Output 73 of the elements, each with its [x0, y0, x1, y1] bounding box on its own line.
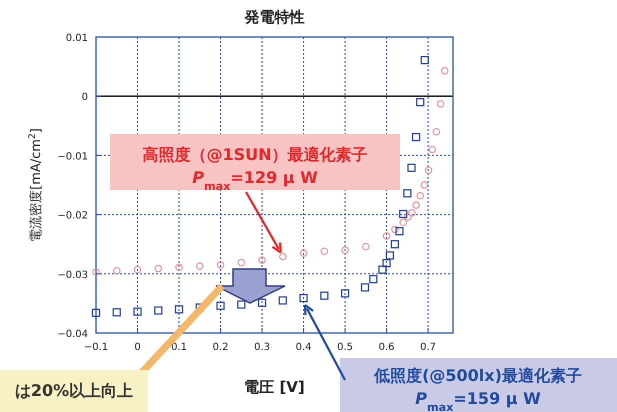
point: [258, 256, 266, 264]
x-tick-label: 0.3: [254, 342, 270, 353]
point: [432, 128, 440, 136]
point: [408, 209, 416, 217]
point: [113, 267, 120, 275]
point: [92, 268, 100, 276]
x-tick-label: 0.6: [378, 342, 395, 353]
point: [133, 308, 142, 316]
point: [320, 292, 328, 300]
point: [320, 248, 328, 256]
point: [403, 189, 412, 198]
point: [237, 300, 246, 309]
x-tick-label: 0: [134, 342, 141, 353]
point: [134, 266, 142, 274]
x-tick-label: 0.5: [337, 342, 354, 353]
point: [428, 146, 436, 154]
y-tick-label: −0.02: [57, 210, 88, 222]
point: [404, 213, 412, 221]
point: [436, 100, 444, 108]
point: [412, 201, 420, 209]
point: [258, 298, 266, 307]
point: [174, 305, 184, 314]
y-tick-label: 0.01: [66, 33, 88, 44]
point: [420, 56, 429, 64]
point: [238, 258, 245, 266]
point: [278, 296, 287, 305]
point: [382, 232, 390, 240]
point: [154, 264, 162, 272]
x-tick-label: −0.1: [84, 342, 108, 353]
point: [395, 227, 404, 236]
chart-title: 発電特性: [244, 8, 304, 26]
x-tick-label: 0.1: [171, 342, 187, 353]
point: [391, 226, 399, 234]
point: [175, 264, 183, 271]
point: [216, 261, 224, 269]
point: [386, 251, 394, 260]
x-tick-label: 0.7: [420, 342, 436, 353]
point: [416, 98, 424, 106]
point: [196, 262, 204, 270]
point: [154, 306, 162, 315]
annotation: 高照度（@1SUN）最適化素子 P$_{max}$=129 μ W: [110, 134, 400, 254]
point: [416, 192, 424, 200]
point: [216, 302, 225, 310]
point: [299, 294, 308, 302]
point: [362, 242, 370, 250]
y-tick-label: 0: [82, 92, 88, 104]
point: [390, 240, 399, 248]
point: [382, 259, 391, 268]
point: [399, 210, 408, 218]
point: [112, 308, 121, 316]
point: [420, 181, 428, 189]
point: [300, 249, 308, 257]
y-tick-label: −0.01: [57, 151, 88, 162]
point: [340, 289, 350, 298]
point: [412, 132, 420, 142]
annotation: は20%以上向上: [0, 370, 148, 412]
y-tick-label: −0.04: [57, 329, 88, 340]
point: [407, 164, 416, 172]
point: [424, 166, 432, 174]
point: [341, 246, 349, 254]
x-axis-title: 電圧 [V]: [244, 378, 305, 396]
x-tick-label: 0.4: [296, 342, 312, 353]
y-tick-label: −0.03: [57, 270, 88, 281]
point: [369, 275, 378, 284]
annotation: 高照度（@1SUN）最適化素子 P$_{max}$=129 μ W: [142, 145, 368, 192]
point: [360, 283, 370, 292]
x-tick-label: 0.2: [212, 342, 228, 353]
point: [378, 266, 387, 274]
point: [92, 308, 100, 317]
point: [441, 67, 448, 74]
point: [279, 252, 286, 260]
annotation: 低照度(@500lx)最適化素子 P$_{max}$=159 μ W: [340, 358, 617, 412]
point: [399, 218, 407, 226]
